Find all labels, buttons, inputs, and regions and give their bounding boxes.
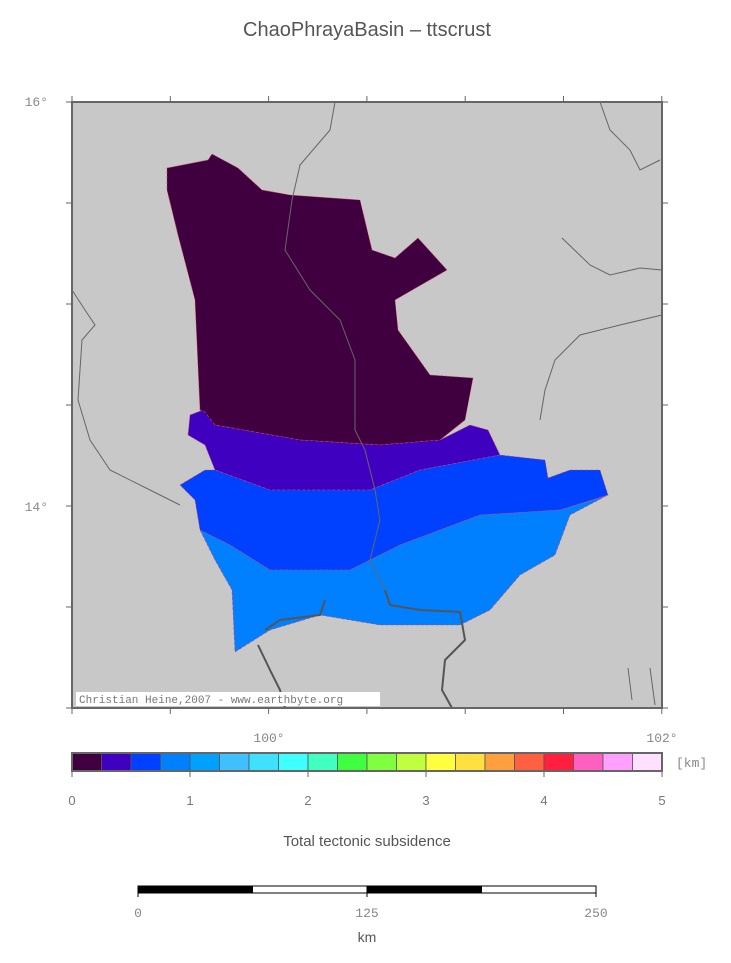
colorbar-tick-label: 4 (540, 793, 547, 808)
colorbar-tick-label: 1 (186, 793, 193, 808)
color-swatch (307, 752, 338, 772)
color-swatch (130, 752, 161, 772)
color-swatch (189, 752, 220, 772)
color-swatch (602, 752, 633, 772)
title: ChaoPhrayaBasin – ttscrust (243, 19, 491, 41)
scalebar-tick-label: 250 (584, 906, 607, 921)
color-swatch (543, 752, 574, 772)
color-swatch (396, 752, 427, 772)
color-swatch (219, 752, 250, 772)
scalebar-segment (481, 885, 597, 894)
color-swatch (484, 752, 515, 772)
colorbar-label: Total tectonic subsidence (283, 833, 451, 850)
zone-1 (187, 409, 501, 491)
color-swatch (71, 752, 102, 772)
color-swatch (248, 752, 279, 772)
lat-label: 16° (25, 95, 48, 110)
lon-label: 100° (253, 731, 284, 746)
color-swatch (366, 752, 397, 772)
scalebar-tick-label: 125 (355, 906, 378, 921)
scalebar-segment (252, 885, 368, 894)
colorbar-unit: [km] (676, 756, 707, 771)
colorbar-tick-label: 0 (68, 793, 75, 808)
scalebar-segment (137, 885, 253, 894)
credit-box (76, 692, 380, 706)
color-swatch (455, 752, 486, 772)
rivers-borders (71, 101, 663, 706)
scalebar-tick-label: 0 (134, 906, 142, 921)
color-swatch (632, 752, 663, 772)
color-swatch (573, 752, 604, 772)
scalebar-segment (366, 885, 482, 894)
colorbar-tick-label: 5 (658, 793, 665, 808)
color-swatch (278, 752, 309, 772)
zone-3 (199, 495, 607, 653)
color-swatch (160, 752, 191, 772)
frame-ticks (66, 96, 668, 714)
color-swatch (337, 752, 368, 772)
credit: Christian Heine,2007 - www.earthbyte.org (79, 695, 343, 707)
lon-label: 102° (646, 731, 677, 746)
colorbar-frame (71, 752, 663, 772)
colorbar-tick-label: 3 (422, 793, 429, 808)
scalebar-unit: km (358, 929, 377, 945)
color-swatch (514, 752, 545, 772)
color-swatch (101, 752, 132, 772)
colorbar: 0 1 2 3 4 5 (68, 752, 666, 808)
color-swatch (425, 752, 456, 772)
zone-2 (179, 454, 609, 571)
colorbar-tick-label: 2 (304, 793, 311, 808)
lat-label: 14° (25, 500, 48, 515)
scalebar: 0 125 250 (134, 885, 608, 921)
